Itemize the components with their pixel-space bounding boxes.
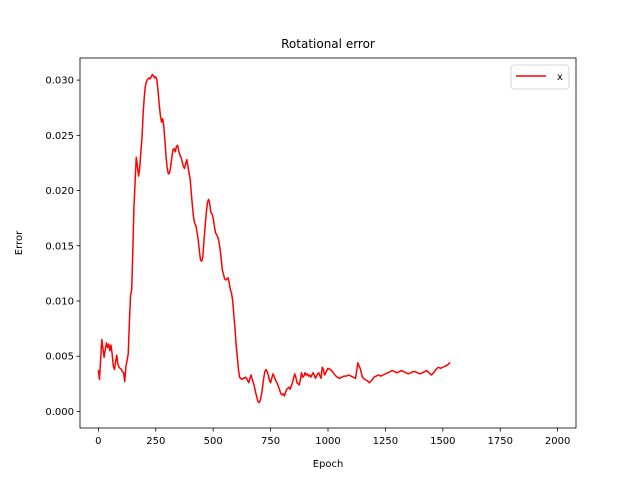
chart-title: Rotational error	[281, 37, 375, 51]
y-tick-label: 0.005	[45, 352, 74, 363]
y-tick-label: 0.020	[45, 186, 74, 197]
plot-frame	[79, 57, 577, 429]
x-tick-label: 1500	[430, 436, 455, 447]
legend-box	[510, 64, 570, 90]
x-tick-label: 750	[261, 436, 280, 447]
plot-area	[80, 58, 576, 428]
y-tick-label: 0.025	[45, 131, 74, 142]
y-axis-label: Error	[14, 230, 25, 255]
series-line-x	[97, 73, 451, 404]
legend-label-x: x	[557, 72, 563, 83]
y-tick-label: 0.015	[45, 241, 74, 252]
x-tick-label: 1250	[373, 436, 398, 447]
y-tick-label: 0.010	[45, 296, 74, 307]
x-tick-label: 500	[204, 436, 223, 447]
y-tick-label: 0.000	[45, 407, 74, 418]
x-tick-label: 2000	[545, 436, 570, 447]
series-layer	[97, 73, 451, 404]
x-tick-label: 0	[95, 436, 101, 447]
y-axis-ticks: 0.000 0.005 0.010 0.015 0.020 0.025 0.030	[45, 76, 80, 418]
y-tick-label: 0.030	[45, 76, 74, 87]
x-axis-label: Epoch	[313, 459, 344, 470]
x-tick-label: 1000	[315, 436, 340, 447]
legend: x	[510, 64, 570, 90]
x-axis-ticks: 0 250 500 750 1000 1250 1500 1750 2000	[95, 428, 570, 447]
x-tick-label: 1750	[487, 436, 512, 447]
x-tick-label: 250	[146, 436, 165, 447]
